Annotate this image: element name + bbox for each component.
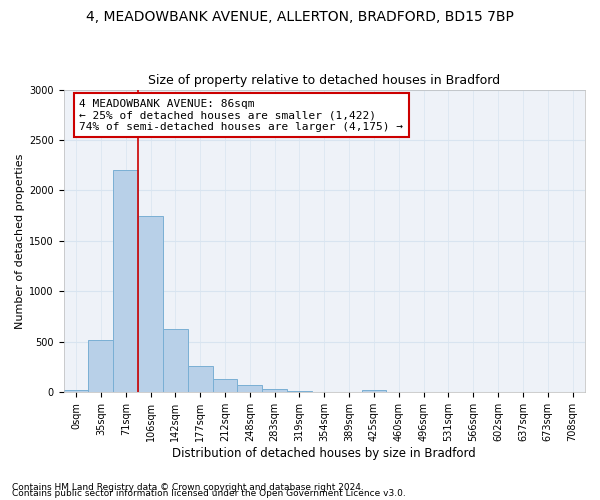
Bar <box>212 379 238 392</box>
Bar <box>362 390 386 392</box>
Bar <box>262 390 287 392</box>
Bar <box>163 329 188 392</box>
Y-axis label: Number of detached properties: Number of detached properties <box>15 154 25 328</box>
Text: 4 MEADOWBANK AVENUE: 86sqm
← 25% of detached houses are smaller (1,422)
74% of s: 4 MEADOWBANK AVENUE: 86sqm ← 25% of deta… <box>79 98 403 132</box>
Text: 4, MEADOWBANK AVENUE, ALLERTON, BRADFORD, BD15 7BP: 4, MEADOWBANK AVENUE, ALLERTON, BRADFORD… <box>86 10 514 24</box>
Bar <box>188 366 212 392</box>
Bar <box>113 170 138 392</box>
Bar <box>88 340 113 392</box>
Bar <box>138 216 163 392</box>
X-axis label: Distribution of detached houses by size in Bradford: Distribution of detached houses by size … <box>172 447 476 460</box>
Bar <box>238 385 262 392</box>
Bar <box>64 390 88 392</box>
Title: Size of property relative to detached houses in Bradford: Size of property relative to detached ho… <box>148 74 500 87</box>
Text: Contains public sector information licensed under the Open Government Licence v3: Contains public sector information licen… <box>12 490 406 498</box>
Text: Contains HM Land Registry data © Crown copyright and database right 2024.: Contains HM Land Registry data © Crown c… <box>12 484 364 492</box>
